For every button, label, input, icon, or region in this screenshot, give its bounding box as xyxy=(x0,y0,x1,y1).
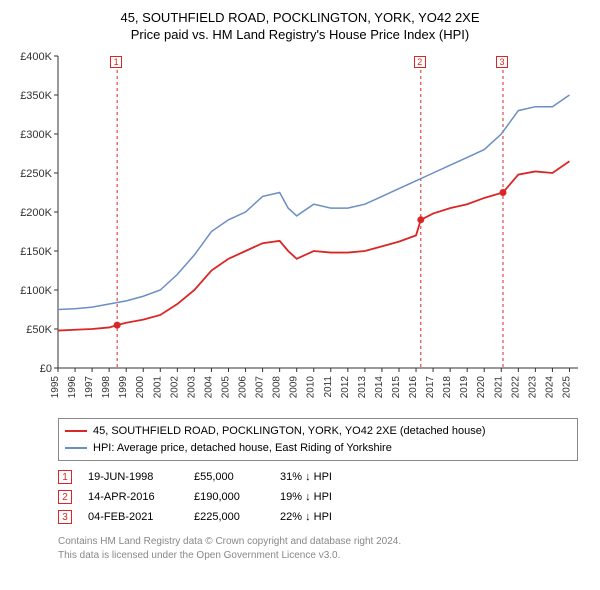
marker-diff: 31% ↓ HPI xyxy=(280,471,332,483)
marker-date: 04-FEB-2021 xyxy=(88,511,178,523)
svg-text:2009: 2009 xyxy=(289,376,300,399)
svg-text:2015: 2015 xyxy=(391,376,402,399)
svg-text:2016: 2016 xyxy=(408,376,419,399)
marker-price: £55,000 xyxy=(194,471,264,483)
title-line2: Price paid vs. HM Land Registry's House … xyxy=(10,27,590,42)
svg-text:2005: 2005 xyxy=(220,376,231,399)
marker-number-box: 1 xyxy=(58,470,72,484)
svg-text:2020: 2020 xyxy=(476,376,487,399)
svg-text:£250K: £250K xyxy=(20,168,52,180)
footer-line: This data is licensed under the Open Gov… xyxy=(58,549,578,563)
svg-text:2000: 2000 xyxy=(135,376,146,399)
marker-date: 19-JUN-1998 xyxy=(88,471,178,483)
legend-row: HPI: Average price, detached house, East… xyxy=(65,440,571,457)
svg-text:2025: 2025 xyxy=(561,376,572,399)
marker-price: £225,000 xyxy=(194,511,264,523)
legend-label: 45, SOUTHFIELD ROAD, POCKLINGTON, YORK, … xyxy=(93,423,486,440)
marker-date: 14-APR-2016 xyxy=(88,491,178,503)
svg-text:£100K: £100K xyxy=(20,285,52,297)
svg-text:£350K: £350K xyxy=(20,90,52,102)
svg-text:1997: 1997 xyxy=(84,376,95,399)
svg-text:£300K: £300K xyxy=(20,129,52,141)
svg-text:1996: 1996 xyxy=(67,376,78,399)
svg-text:1998: 1998 xyxy=(101,376,112,399)
svg-text:2014: 2014 xyxy=(374,376,385,399)
marker-row: 2 14-APR-2016 £190,000 19% ↓ HPI xyxy=(58,487,578,507)
chart-marker-box: 1 xyxy=(110,56,122,68)
svg-text:£400K: £400K xyxy=(20,51,52,63)
legend-label: HPI: Average price, detached house, East… xyxy=(93,440,392,457)
marker-number-box: 2 xyxy=(58,490,72,504)
chart-svg: £0 £50K £100K £150K £200K £250K £300K £350K £400… xyxy=(10,50,590,410)
legend-swatch xyxy=(65,430,87,432)
svg-text:2008: 2008 xyxy=(272,376,283,399)
legend: 45, SOUTHFIELD ROAD, POCKLINGTON, YORK, … xyxy=(58,418,578,461)
svg-text:2023: 2023 xyxy=(527,376,538,399)
svg-text:2003: 2003 xyxy=(186,376,197,399)
legend-row: 45, SOUTHFIELD ROAD, POCKLINGTON, YORK, … xyxy=(65,423,571,440)
footer: Contains HM Land Registry data © Crown c… xyxy=(58,535,578,563)
svg-text:2001: 2001 xyxy=(152,376,163,399)
svg-text:2013: 2013 xyxy=(357,376,368,399)
marker-diff: 22% ↓ HPI xyxy=(280,511,332,523)
svg-text:2006: 2006 xyxy=(238,376,249,399)
marker-row: 3 04-FEB-2021 £225,000 22% ↓ HPI xyxy=(58,507,578,527)
svg-text:2011: 2011 xyxy=(323,376,334,398)
marker-row: 1 19-JUN-1998 £55,000 31% ↓ HPI xyxy=(58,467,578,487)
marker-price: £190,000 xyxy=(194,491,264,503)
svg-text:£200K: £200K xyxy=(20,207,52,219)
svg-text:1999: 1999 xyxy=(118,376,129,399)
svg-text:2010: 2010 xyxy=(306,376,317,399)
svg-text:£0: £0 xyxy=(40,363,52,375)
svg-text:2004: 2004 xyxy=(203,376,214,399)
svg-text:2021: 2021 xyxy=(493,376,504,399)
svg-text:2018: 2018 xyxy=(442,376,453,399)
chart-area: £0 £50K £100K £150K £200K £250K £300K £350K £400… xyxy=(10,50,590,410)
title-line1: 45, SOUTHFIELD ROAD, POCKLINGTON, YORK, … xyxy=(10,10,590,25)
svg-text:£50K: £50K xyxy=(26,324,52,336)
chart-titles: 45, SOUTHFIELD ROAD, POCKLINGTON, YORK, … xyxy=(10,10,590,42)
chart-marker-box: 3 xyxy=(496,56,508,68)
chart-marker-box: 2 xyxy=(414,56,426,68)
svg-text:2022: 2022 xyxy=(510,376,521,399)
svg-text:2012: 2012 xyxy=(340,376,351,399)
legend-swatch xyxy=(65,447,87,449)
marker-table: 1 19-JUN-1998 £55,000 31% ↓ HPI 2 14-APR-2016… xyxy=(58,467,578,527)
svg-text:1995: 1995 xyxy=(50,376,61,399)
svg-text:2002: 2002 xyxy=(169,376,180,399)
svg-text:2019: 2019 xyxy=(459,376,470,399)
svg-text:2007: 2007 xyxy=(255,376,266,399)
footer-line: Contains HM Land Registry data © Crown c… xyxy=(58,535,578,549)
marker-number-box: 3 xyxy=(58,510,72,524)
marker-diff: 19% ↓ HPI xyxy=(280,491,332,503)
svg-text:2017: 2017 xyxy=(425,376,436,399)
svg-text:2024: 2024 xyxy=(544,376,555,399)
svg-text:£150K: £150K xyxy=(20,246,52,258)
